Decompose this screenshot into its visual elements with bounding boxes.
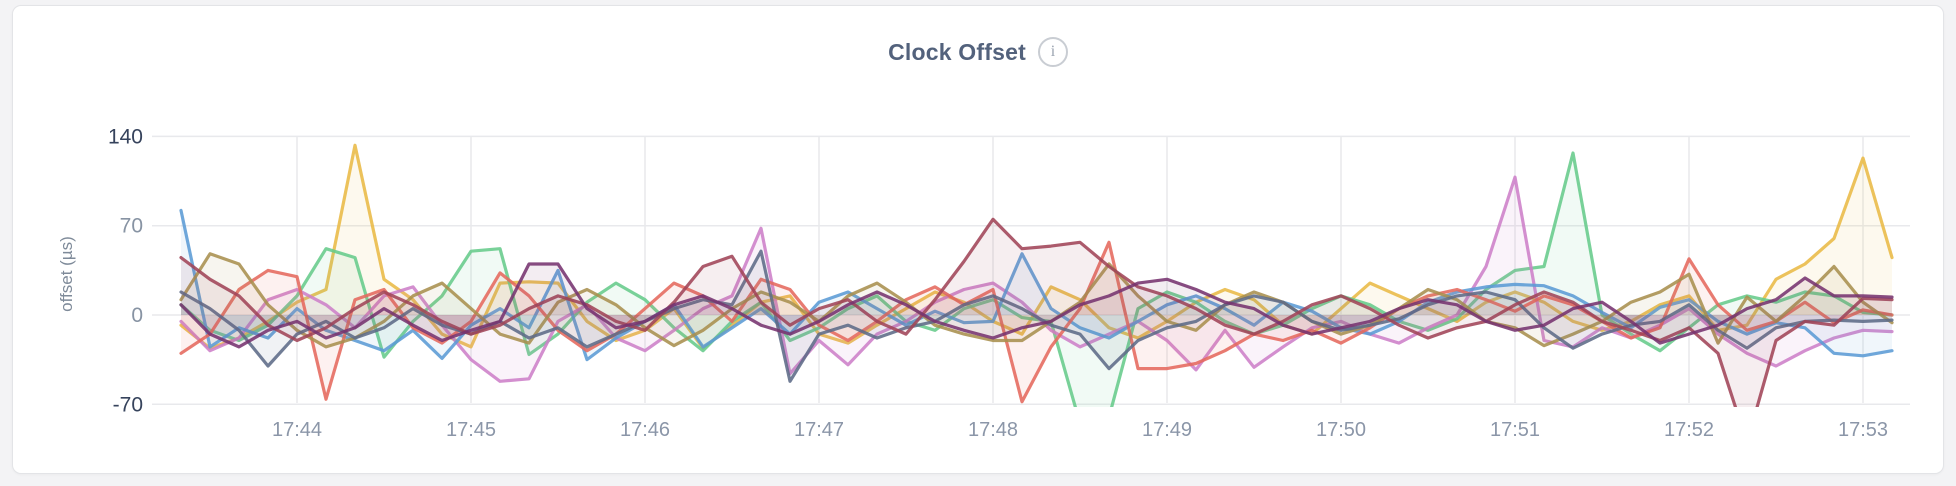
x-tick-label: 17:48 <box>968 419 1018 441</box>
series-area-maroon <box>181 219 1892 407</box>
x-tick-label: 17:46 <box>620 419 670 441</box>
gridlines <box>152 135 1910 406</box>
info-icon[interactable]: i <box>1037 37 1068 67</box>
x-tick-label: 17:44 <box>272 419 322 441</box>
x-tick-label: 17:45 <box>446 419 496 441</box>
series-area-red <box>181 242 1892 402</box>
x-tick-label: 17:51 <box>1490 419 1540 441</box>
x-tick-label: 17:50 <box>1316 419 1366 441</box>
y-tick-label: 70 <box>120 215 143 238</box>
x-tick-label: 17:52 <box>1664 419 1714 441</box>
chart-title: Clock Offset <box>888 38 1026 65</box>
series-area-purple <box>181 264 1892 347</box>
x-tick-label: 17:49 <box>1142 419 1192 441</box>
series-line-khaki <box>179 252 1894 349</box>
x-tick-label: 17:53 <box>1838 419 1888 441</box>
y-tick-label: 140 <box>108 125 143 148</box>
card-header: Clock Offset i <box>13 32 1943 72</box>
x-tick-label: 17:47 <box>794 419 844 441</box>
series-group <box>179 143 1894 407</box>
y-tick-label: -70 <box>113 393 143 416</box>
axis-tick-labels: 140 70 0 -70 17:44 17:45 17:46 17:47 17:48 17:49 1… <box>108 125 1888 441</box>
series-area-green <box>181 153 1892 407</box>
y-tick-label: 0 <box>131 304 143 327</box>
series-line-purple <box>179 262 1894 349</box>
